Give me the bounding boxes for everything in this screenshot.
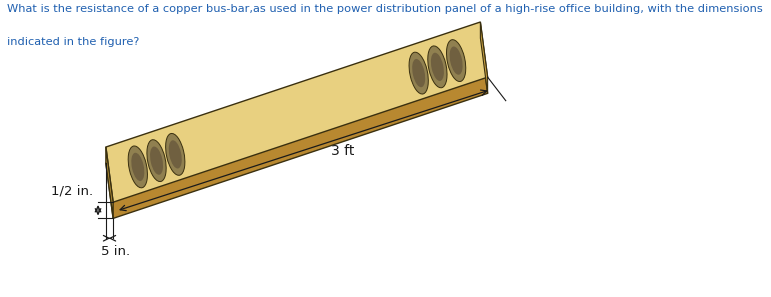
Ellipse shape: [150, 146, 163, 175]
Text: 1/2 in.: 1/2 in.: [51, 184, 93, 197]
Polygon shape: [480, 22, 487, 93]
Ellipse shape: [166, 133, 185, 175]
Ellipse shape: [449, 46, 463, 75]
Ellipse shape: [131, 153, 144, 181]
Text: 3 ft: 3 ft: [331, 144, 354, 158]
Ellipse shape: [128, 146, 147, 188]
Ellipse shape: [446, 40, 466, 82]
Ellipse shape: [147, 140, 167, 181]
Text: indicated in the figure?: indicated in the figure?: [8, 37, 140, 47]
Ellipse shape: [428, 46, 447, 88]
Polygon shape: [106, 38, 487, 218]
Ellipse shape: [431, 53, 444, 81]
Ellipse shape: [409, 52, 429, 94]
Text: 5 in.: 5 in.: [101, 245, 130, 258]
Text: What is the resistance of a copper bus-bar,as used in the power distribution pan: What is the resistance of a copper bus-b…: [8, 4, 763, 14]
Polygon shape: [106, 147, 113, 218]
Ellipse shape: [169, 140, 182, 168]
Polygon shape: [106, 22, 487, 202]
Ellipse shape: [412, 59, 425, 87]
